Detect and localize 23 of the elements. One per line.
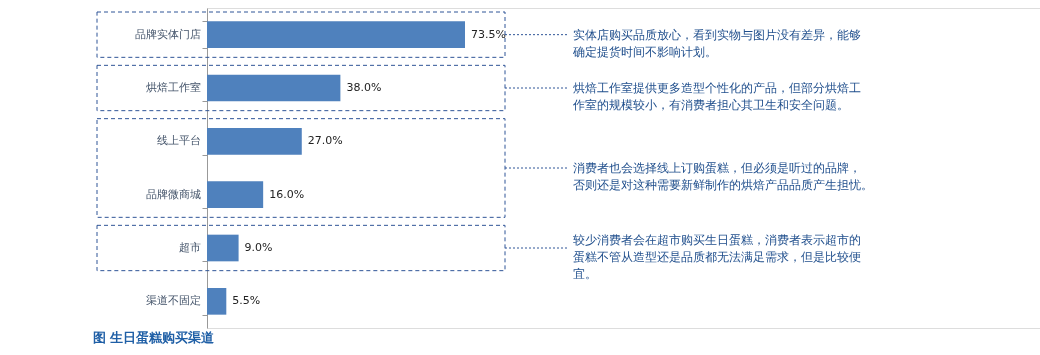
y-tick-label: 超市 bbox=[179, 241, 201, 254]
data-label: 73.5% bbox=[471, 27, 506, 41]
text: 消费者也会选择线上订购蛋糕，但必须是听过的品牌，否则还是对这种需要新鲜制作的烘焙产品品质产生担忧。 bbox=[573, 161, 873, 192]
bar bbox=[207, 288, 227, 315]
bar bbox=[207, 21, 465, 48]
bar bbox=[207, 181, 264, 208]
text: 图 生日蛋糕购买渠道 bbox=[92, 330, 216, 345]
bar bbox=[207, 128, 302, 155]
y-tick-label: 烘焙工作室 bbox=[146, 81, 201, 94]
bar bbox=[207, 234, 239, 262]
data-label: 16.0% bbox=[269, 187, 305, 201]
bar bbox=[207, 74, 341, 102]
y-tick-label: 品牌实体门店 bbox=[135, 27, 201, 41]
y-tick-label: 品牌微商城 bbox=[146, 187, 201, 201]
y-tick-label: 线上平台 bbox=[157, 134, 201, 148]
data-label: 38.0% bbox=[346, 81, 382, 94]
text: 烘焙工作室提供更多造型个性化的产品，但部分烘焙工作室的规模较小，有消费者担心其卫生和安全问题。 bbox=[572, 81, 861, 112]
text: 实体店购买品质放心，看到实物与图片没有差异，能够确定提货时间不影响计划。 bbox=[572, 27, 861, 59]
text: 较少消费者会在超市购买生日蛋糕，消费者表示超市的蛋糕不管从造型还是品质都无法满足需求，但是比较便宜。 bbox=[573, 232, 861, 281]
data-label: 9.0% bbox=[244, 241, 273, 254]
y-tick-label: 渠道不固定 bbox=[146, 294, 201, 308]
data-label: 5.5% bbox=[232, 294, 261, 308]
data-label: 27.0% bbox=[307, 134, 343, 148]
